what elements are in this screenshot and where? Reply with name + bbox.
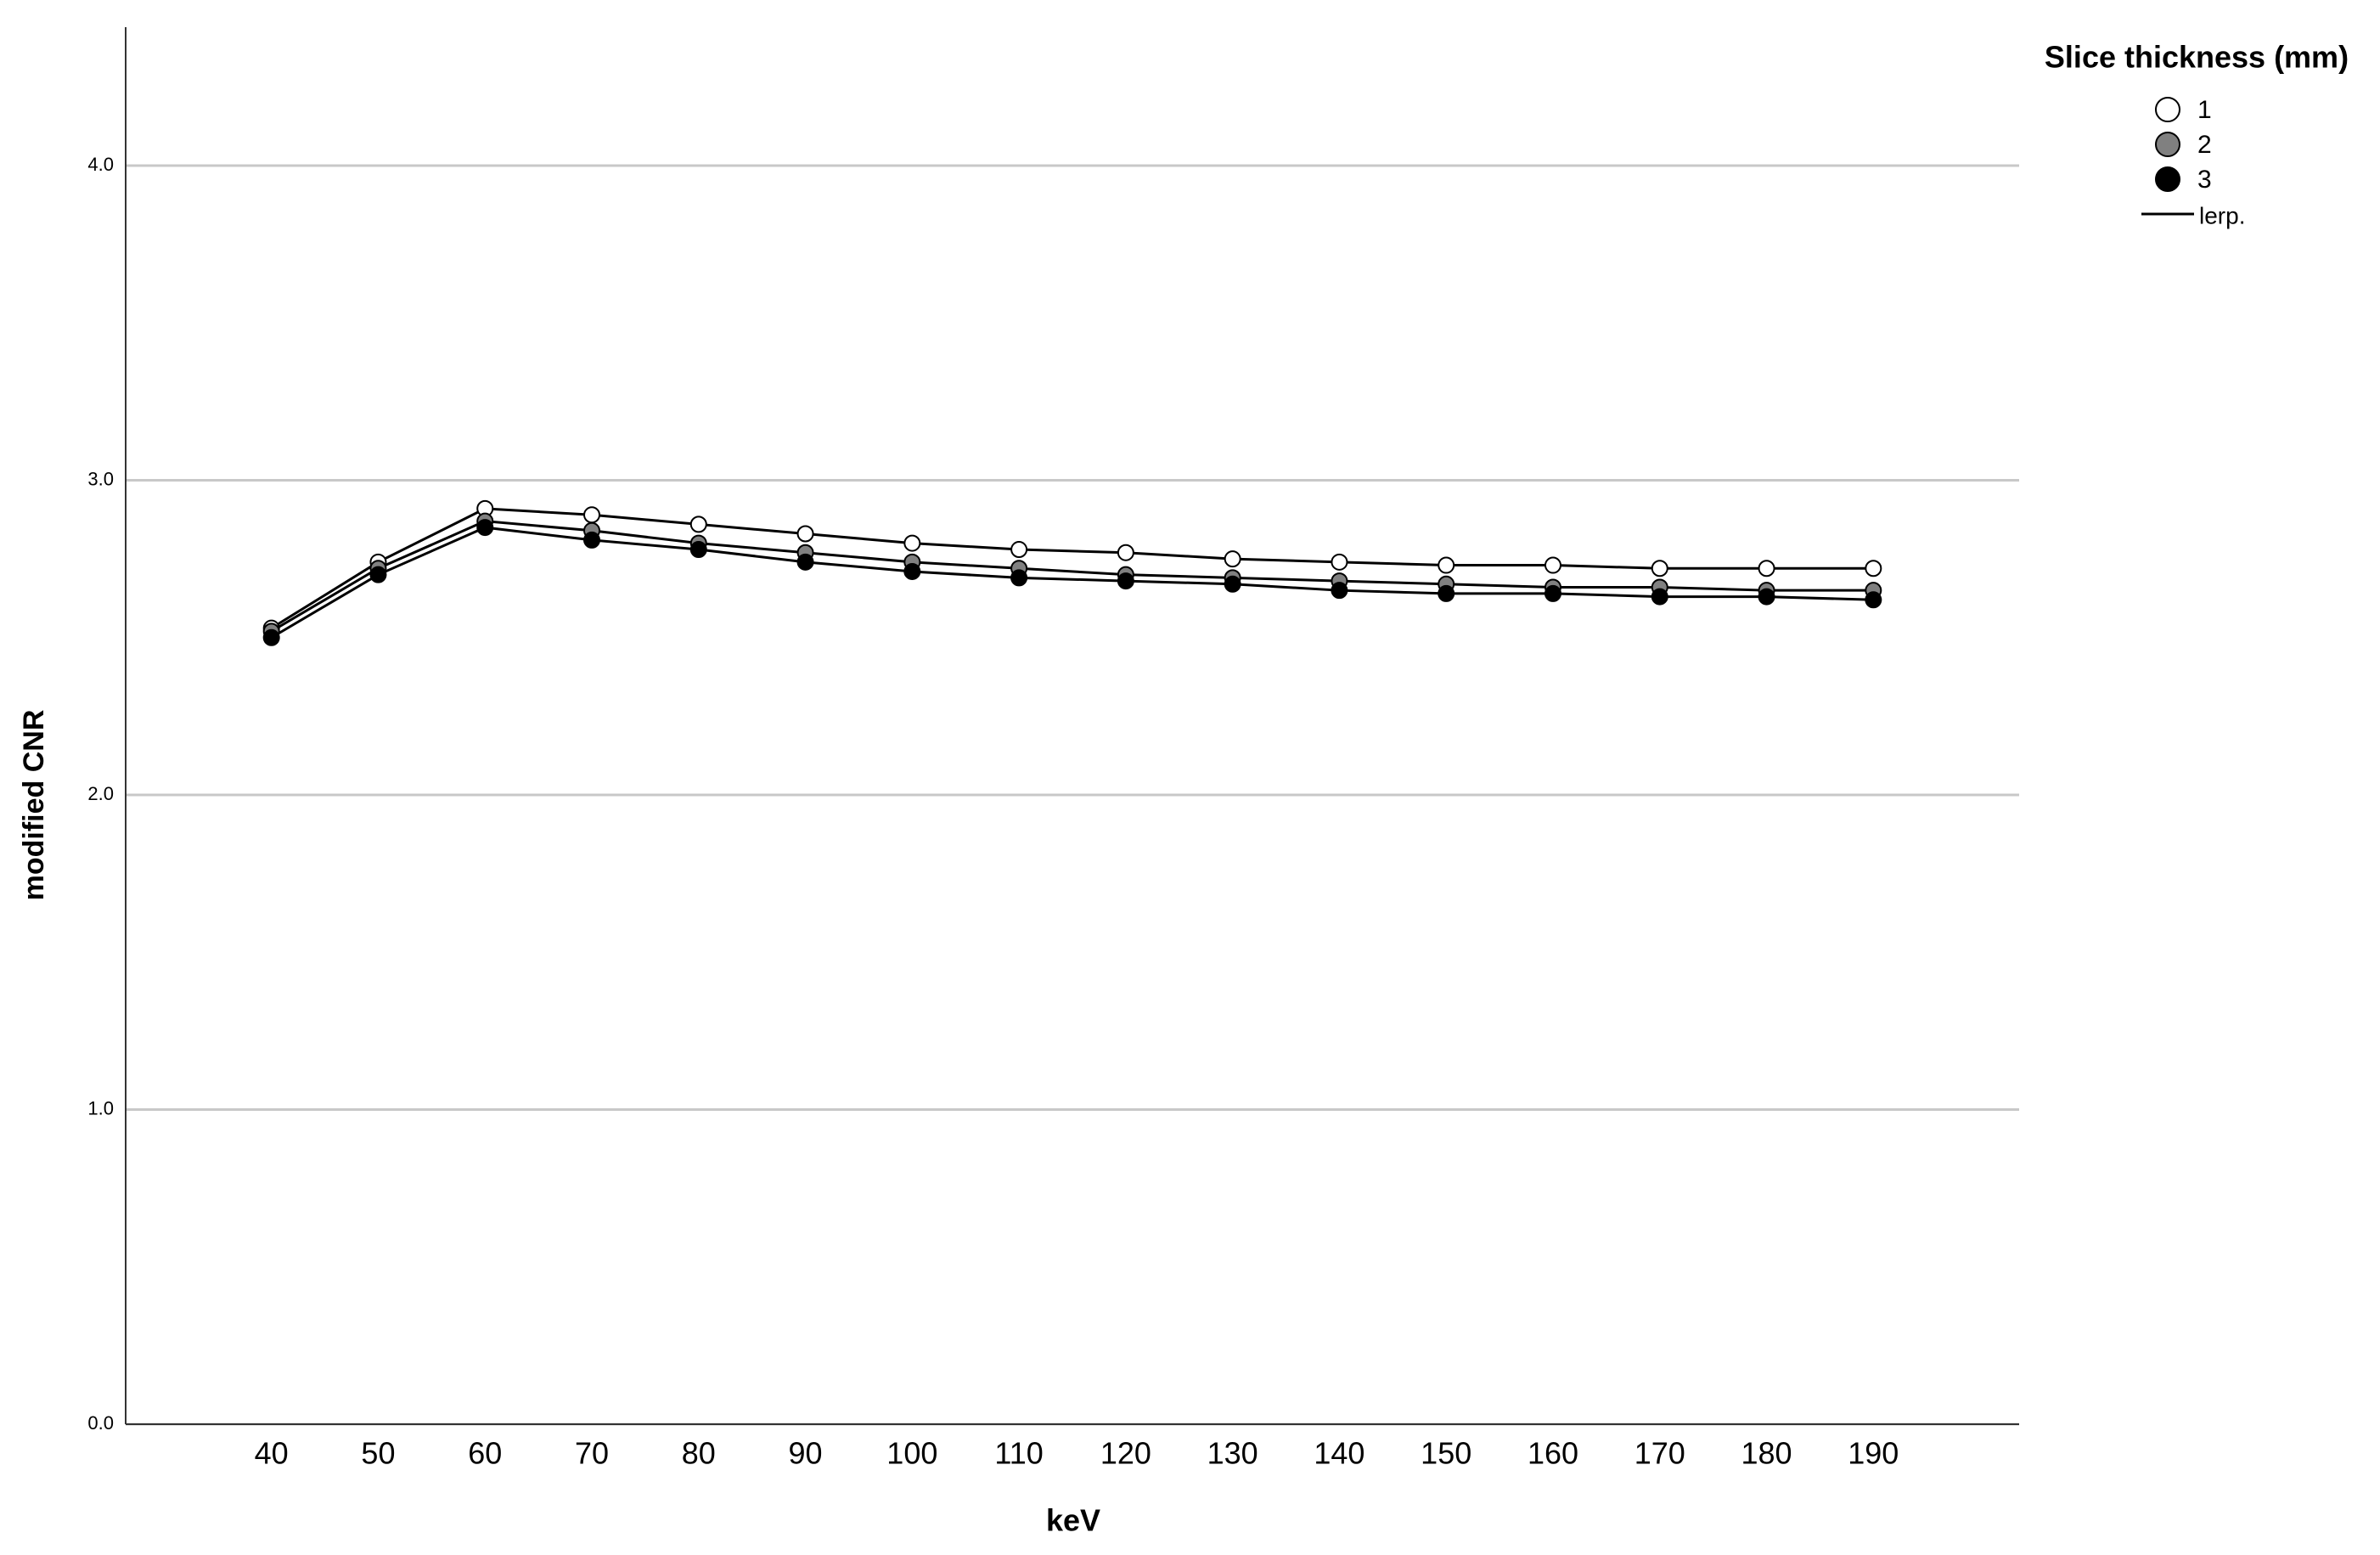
x-tick-label: 110 (994, 1436, 1043, 1471)
point (1117, 544, 1134, 561)
x-tick-label: 160 (1528, 1436, 1578, 1471)
y-tick-label: 2.0 (87, 783, 114, 804)
legend-label: 2 (2197, 131, 2212, 159)
x-tick-label: 140 (1314, 1436, 1364, 1471)
point (262, 628, 280, 646)
y-tick-label: 3.0 (87, 468, 114, 489)
point (1224, 575, 1241, 593)
point (1651, 588, 1668, 606)
point (689, 541, 707, 559)
legend-marker (2155, 166, 2180, 192)
point (903, 534, 921, 552)
legend-marker (2155, 97, 2180, 122)
point (476, 519, 494, 537)
legend-title: Slice thickness (mm) (2045, 40, 2349, 75)
y-tick-label: 1.0 (87, 1097, 114, 1118)
point (1010, 569, 1028, 587)
x-tick-label: 100 (886, 1436, 937, 1471)
legend-marker (2155, 132, 2180, 157)
point (1117, 572, 1134, 590)
series-line (270, 520, 1874, 633)
x-axis-label: keV (1046, 1503, 1100, 1538)
point (583, 531, 601, 549)
point (689, 516, 707, 533)
legend-line-label: lerp. (2199, 202, 2245, 228)
legend-label: 1 (2197, 96, 2212, 124)
point (796, 525, 814, 543)
legend-label: 3 (2197, 166, 2212, 194)
series-line (270, 507, 1874, 629)
point (1331, 553, 1348, 571)
point (1544, 584, 1561, 602)
point (1758, 588, 1775, 606)
point (903, 562, 921, 580)
x-tick-label: 70 (575, 1436, 609, 1471)
point (1758, 560, 1775, 577)
point (1010, 541, 1028, 559)
y-axis-label: modified CNR (18, 710, 50, 901)
x-tick-label: 130 (1207, 1436, 1258, 1471)
point (1438, 556, 1455, 574)
x-tick-label: 60 (468, 1436, 502, 1471)
x-tick-label: 190 (1848, 1436, 1899, 1471)
point (583, 506, 601, 524)
point (1331, 582, 1348, 600)
point (369, 566, 387, 583)
point (1544, 556, 1561, 574)
x-tick-label: 40 (255, 1436, 289, 1471)
x-tick-label: 80 (682, 1436, 716, 1471)
y-tick-label: 0.0 (87, 1412, 114, 1434)
x-tick-label: 180 (1741, 1436, 1792, 1471)
y-tick-label: 4.0 (87, 154, 114, 175)
point (1224, 550, 1241, 568)
x-tick-label: 90 (789, 1436, 823, 1471)
point (1865, 591, 1882, 609)
point (1651, 560, 1668, 577)
x-tick-label: 170 (1634, 1436, 1685, 1471)
x-tick-label: 120 (1100, 1436, 1151, 1471)
x-tick-label: 50 (361, 1436, 395, 1471)
x-tick-label: 150 (1421, 1436, 1471, 1471)
point (1865, 560, 1882, 577)
point (796, 553, 814, 571)
point (1438, 584, 1455, 602)
series-line (270, 526, 1874, 639)
